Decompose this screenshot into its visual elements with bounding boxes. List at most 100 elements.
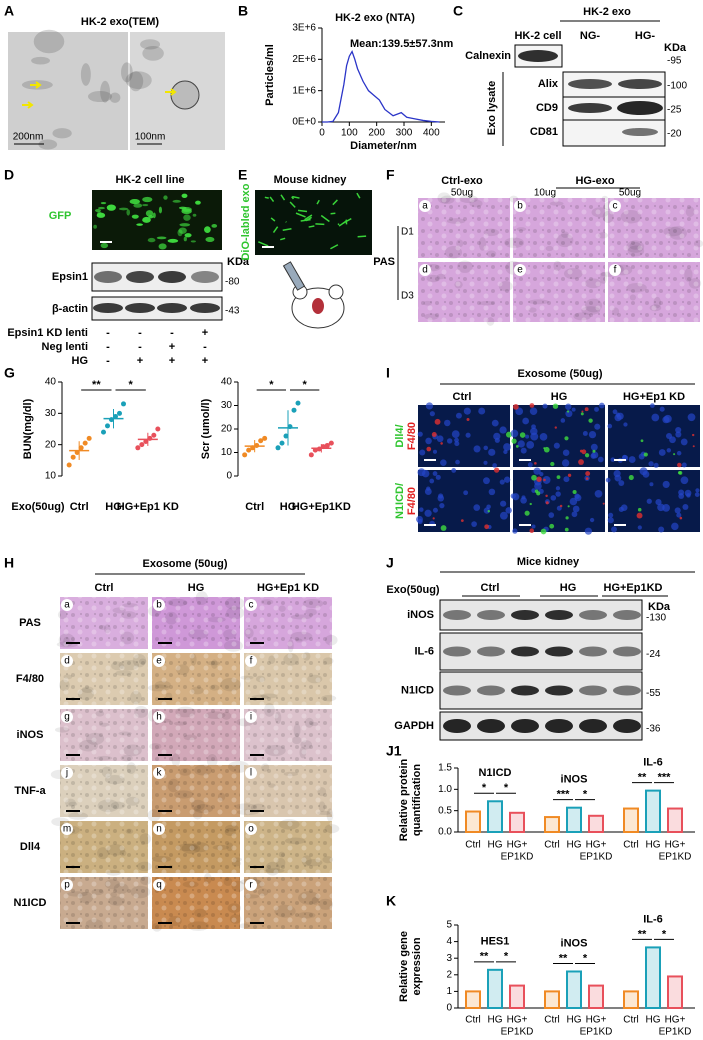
signal — [511, 438, 517, 444]
scale-label: 100nm — [135, 132, 166, 143]
row-label: GAPDH — [394, 720, 434, 732]
nucleus — [671, 522, 679, 531]
blot-band — [545, 719, 573, 733]
fluorescence — [142, 219, 148, 222]
x-tick-label: 300 — [396, 128, 413, 139]
nucleus — [429, 478, 435, 484]
blot-band — [477, 685, 505, 696]
blot-band — [545, 610, 573, 620]
condition-mark: - — [106, 327, 110, 339]
y-tick-label: 10 — [45, 471, 57, 482]
data-point — [246, 447, 252, 453]
fluorescence — [190, 240, 196, 243]
row-label: iNOS — [407, 609, 434, 621]
chart-title: HK-2 exo (NTA) — [335, 12, 415, 24]
nucleus — [675, 426, 682, 434]
signal — [572, 489, 577, 495]
fluorescence — [332, 199, 338, 206]
x-tick-label: HG — [280, 501, 297, 513]
nucleus — [681, 462, 687, 468]
nucleus — [676, 450, 682, 456]
blot-band — [94, 271, 122, 283]
nucleus — [659, 406, 665, 412]
kidney — [312, 298, 324, 314]
y-tick-label: 40 — [221, 377, 233, 388]
nucleus — [678, 489, 685, 496]
texture — [109, 92, 121, 103]
signal — [677, 462, 682, 468]
condition-mark: + — [137, 355, 143, 367]
data-point — [101, 429, 106, 435]
data-point — [143, 439, 149, 445]
texture — [60, 709, 148, 761]
condition-mark: - — [106, 341, 110, 353]
nucleus — [695, 488, 700, 493]
nucleus — [611, 526, 617, 533]
data-point — [262, 435, 268, 441]
data-line — [322, 49, 440, 123]
significance: * — [662, 928, 667, 940]
panel-title: HK-2 exo(TEM) — [81, 16, 160, 28]
texture — [100, 80, 111, 103]
tile-badge — [245, 711, 257, 723]
nucleus — [473, 445, 481, 453]
nucleus — [499, 426, 507, 434]
nucleus — [465, 432, 471, 438]
signal — [466, 418, 470, 422]
annotation: Mean:139.5±57.3nm — [350, 38, 453, 50]
row-label: Dll4 — [20, 841, 41, 853]
nucleus — [529, 407, 538, 416]
signal — [554, 426, 557, 429]
nucleus — [527, 462, 533, 468]
x-tick-label: HG+Ep1KD — [292, 501, 351, 513]
group-label: HG-exo — [575, 175, 614, 187]
x-tick-label: HG+ — [586, 840, 607, 851]
row-label: F4/80 — [16, 673, 44, 685]
texture — [128, 71, 144, 92]
tile-badge — [245, 599, 257, 611]
texture — [152, 765, 240, 817]
fluorescence — [280, 237, 286, 241]
size-label: -95 — [667, 56, 682, 67]
y-tick-label: 0E+0 — [292, 117, 316, 128]
nucleus — [597, 456, 604, 463]
nucleus — [534, 482, 542, 490]
data-point — [295, 400, 301, 406]
tile-badge — [419, 200, 431, 212]
nucleus — [446, 438, 453, 444]
fluorescence — [95, 208, 101, 213]
arrow — [22, 101, 34, 109]
data-point — [117, 410, 122, 416]
nucleus — [483, 477, 490, 485]
nucleus — [424, 488, 432, 495]
micrograph — [513, 470, 605, 532]
y-axis-label: Relative protein — [398, 758, 410, 841]
fluorescence — [291, 196, 295, 200]
nucleus — [542, 403, 548, 409]
mouse-ear — [328, 284, 344, 300]
x-tick-label: Ctrl — [544, 1015, 560, 1026]
signal — [567, 505, 570, 508]
blot-band — [579, 646, 607, 657]
texture — [418, 198, 510, 258]
stain-label: DiO-labled exo — [240, 183, 252, 260]
nucleus — [594, 406, 599, 412]
panel-label: F — [386, 167, 395, 183]
group-label: iNOS — [561, 774, 588, 786]
fluorescence — [192, 213, 197, 217]
row-label: N1ICD — [13, 897, 46, 909]
y-tick-label: 40 — [45, 377, 57, 388]
condition-mark: + — [169, 355, 175, 367]
fluorescence — [280, 194, 286, 201]
signal — [559, 504, 563, 508]
nucleus — [648, 461, 654, 467]
fluorescence — [272, 226, 279, 233]
tile-badge — [61, 655, 73, 667]
x-tick-label: Ctrl — [623, 840, 639, 851]
data-point — [151, 432, 157, 438]
data-point — [66, 462, 72, 468]
signal — [584, 407, 589, 412]
blot-band — [613, 685, 641, 696]
blot-band — [477, 646, 505, 657]
day-label: D1 — [401, 227, 414, 238]
